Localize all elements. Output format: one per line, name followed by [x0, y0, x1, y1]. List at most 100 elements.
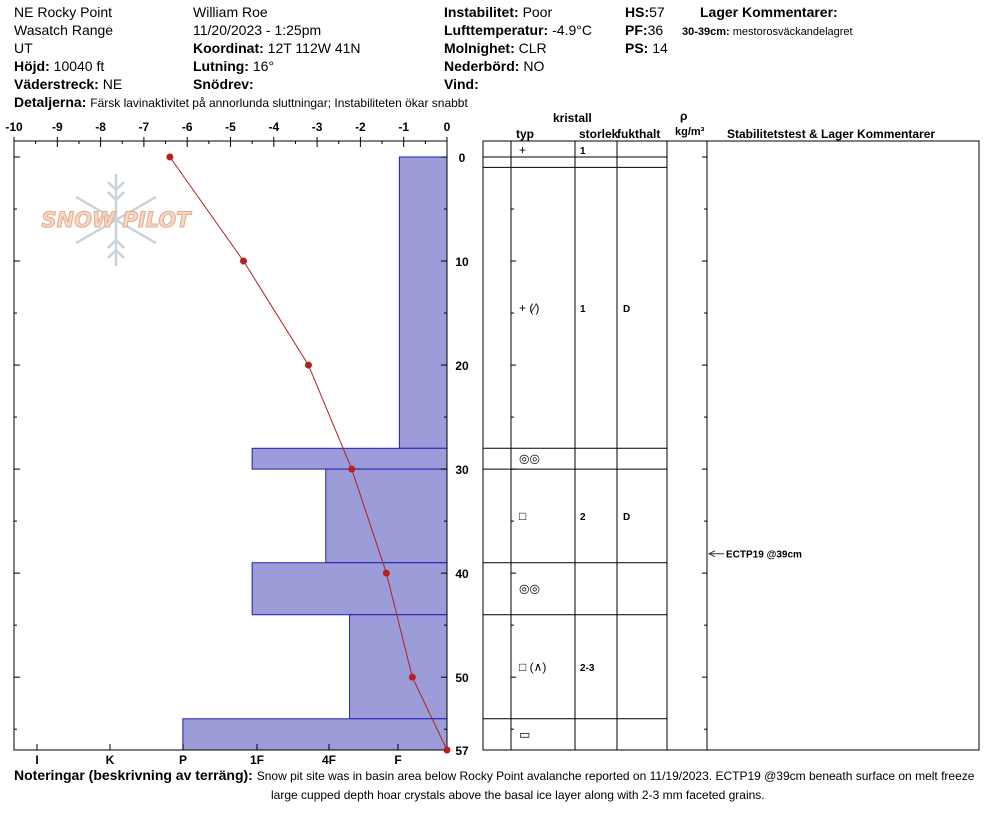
aspect-label: Väderstreck: — [14, 76, 99, 92]
snowpilot-logo: SNOW PILOT — [38, 170, 194, 270]
temp-tick-label: -10 — [5, 120, 23, 134]
depth-tick-label: 50 — [455, 671, 469, 685]
hardness-tick-label: F — [394, 753, 401, 767]
wind-label: Vind: — [444, 76, 479, 92]
temp-tick-label: -3 — [312, 120, 323, 134]
layer-grain-size-0: 1 — [580, 146, 586, 157]
location-name: NE Rocky Point — [14, 4, 113, 20]
temp-tick-label: -4 — [268, 120, 279, 134]
hardness-bar-3 — [251, 562, 448, 616]
depth-tick-label: 40 — [455, 567, 469, 581]
elevation-value: 10040 ft — [53, 58, 105, 74]
temp-tick-label: -2 — [355, 120, 366, 134]
observer: William Roe — [193, 4, 268, 20]
stability-header: Stabilitetstest & Lager Kommentarer — [727, 127, 936, 141]
temperature-point — [382, 569, 390, 577]
notes: Noteringar (beskrivning av terräng): Sno… — [14, 767, 974, 784]
layer-moisture-3: D — [623, 512, 630, 523]
details-label: Detaljerna: — [14, 94, 87, 110]
hardness-bar-1 — [251, 447, 448, 470]
snowpilot-logo-text: SNOW PILOT — [41, 208, 191, 233]
temp-tick-label: -7 — [139, 120, 150, 134]
temp-tick-label: -9 — [52, 120, 63, 134]
size-header: storlek — [579, 127, 619, 141]
hardness-bar-0 — [398, 156, 448, 449]
hardness-tick-label: 1F — [250, 753, 264, 767]
depth-tick-label: 57 — [455, 744, 469, 758]
layer-grain-type-3: □ — [519, 509, 526, 523]
air-temperature: Lufttemperatur: -4.9°C — [444, 22, 592, 38]
temp-tick-label: -1 — [398, 120, 409, 134]
precip-label: Nederbörd: — [444, 58, 520, 74]
snowflake-icon — [75, 174, 157, 266]
instability-value: Poor — [522, 4, 553, 20]
wind-loading-label: Snödrev: — [193, 76, 254, 92]
hardness-tick-label: 4F — [322, 753, 336, 767]
air-temp-label: Lufttemperatur: — [444, 22, 549, 38]
hardness-bar-2 — [325, 468, 448, 564]
hardness-tick-label: I — [35, 753, 38, 767]
table-frame — [482, 140, 980, 751]
stability-test-label-0: ECTP19 @39cm — [726, 550, 802, 561]
temperature-point — [408, 673, 416, 681]
hardness-bar-4 — [349, 614, 448, 720]
slope: Lutning: 16° — [193, 58, 274, 74]
elevation: Höjd: 10040 ft — [14, 58, 104, 74]
hs: HS:57 — [625, 4, 665, 20]
hs-label: HS: — [625, 4, 650, 20]
state: UT — [14, 40, 33, 56]
details-text: Färsk lavinaktivitet på annorlunda slutt… — [90, 96, 468, 110]
datetime: 11/20/2023 - 1:25pm — [193, 22, 322, 38]
sky-label: Molnighet: — [444, 40, 515, 56]
pf-label: PF: — [625, 22, 648, 38]
layer-grain-type-5: □ (∧) — [519, 660, 546, 674]
temp-tick-label: 0 — [444, 120, 451, 134]
stability-arrow-head — [707, 550, 716, 558]
layer-comment-range: 30-39cm: — [682, 26, 730, 38]
coordinate: Koordinat: 12T 112W 41N — [193, 40, 361, 56]
pf: PF:36 — [625, 22, 663, 38]
slope-value: 16° — [252, 58, 275, 74]
precipitation: Nederbörd: NO — [444, 58, 544, 74]
depth-tick-label: 30 — [455, 463, 469, 477]
layer-comment-text: mestorosväckandelagret — [732, 26, 853, 38]
hardness-tick-label: P — [179, 753, 187, 767]
type-header: typ — [516, 127, 534, 141]
air-temp-value: -4.9°C — [552, 22, 592, 38]
precip-value: NO — [523, 58, 545, 74]
hs-value: 57 — [649, 4, 665, 20]
temperature-axis: -10 -9 -8 -7 -6 -5 -4 -3 -2 -1 0 — [5, 120, 451, 147]
mountain-range: Wasatch Range — [14, 22, 114, 38]
temperature-profile — [166, 153, 451, 754]
depth-tick-label: 20 — [455, 359, 469, 373]
elevation-label: Höjd: — [14, 58, 50, 74]
layer-table: +1 + (⁄) 1 D ◎◎ □ 2 D ◎◎ □ (∧) 2-3 ▭ — [482, 140, 980, 751]
depth-tick-label: 10 — [455, 255, 469, 269]
layer-grain-size-3: 2 — [580, 512, 586, 523]
hardness-bar-5 — [182, 718, 448, 751]
notes-line2: large cupped depth hoar crystals above t… — [271, 788, 765, 802]
temperature-point — [348, 465, 356, 473]
instability: Instabilitet: Poor — [444, 4, 552, 20]
pf-value: 36 — [647, 22, 664, 38]
layer-grain-type-6: ▭ — [519, 727, 530, 741]
sky-value: CLR — [518, 40, 547, 56]
ps-label: PS: — [625, 40, 649, 56]
wind: Vind: — [444, 76, 479, 92]
aspect-value: NE — [102, 76, 123, 92]
wind-loading: Snödrev: — [193, 76, 254, 92]
depth-tick-label: 0 — [459, 151, 466, 165]
notes-line1: Snow pit site was in basin area below Ro… — [256, 769, 975, 783]
layer-grain-type-2: ◎◎ — [519, 452, 540, 466]
crystal-header: kristall — [553, 111, 592, 125]
temp-tick-label: -6 — [182, 120, 193, 134]
layer-grain-type-1: + (⁄) — [519, 301, 539, 315]
temp-tick-label: -5 — [225, 120, 236, 134]
layer-grain-size-5: 2-3 — [580, 663, 595, 674]
temperature-point — [239, 257, 247, 265]
temperature-point — [166, 153, 174, 161]
layer-grain-type-4: ◎◎ — [519, 582, 540, 596]
temperature-point — [443, 746, 451, 754]
aspect: Väderstreck: NE — [14, 76, 122, 92]
